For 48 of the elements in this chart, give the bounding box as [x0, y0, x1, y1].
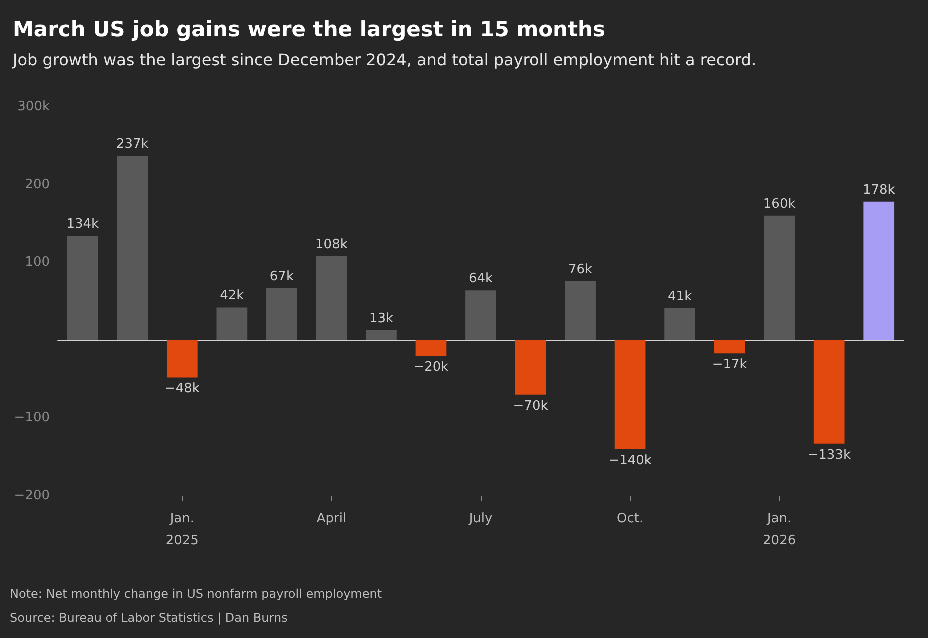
- chart-title: March US job gains were the largest in 15 months: [13, 18, 606, 42]
- bar: [67, 236, 98, 340]
- data-label: 134k: [66, 217, 100, 232]
- data-label: 67k: [270, 269, 294, 284]
- x-tick-label: April: [316, 512, 347, 526]
- bar: [366, 330, 397, 340]
- data-label: 76k: [568, 262, 594, 278]
- data-label: 178k: [862, 182, 896, 198]
- x-tick-label: Jan. 2026: [763, 512, 796, 548]
- data-label: 108k: [316, 237, 348, 252]
- bar: [515, 340, 546, 395]
- data-label: −20k: [414, 360, 450, 375]
- bar: [864, 202, 895, 340]
- data-label: −70k: [513, 398, 549, 414]
- data-label: −48k: [164, 382, 200, 397]
- x-tick-label: Jan. 2025: [166, 512, 199, 548]
- data-label: −140k: [608, 453, 652, 468]
- x-tick-label: Oct.: [616, 512, 644, 526]
- bar: [216, 308, 248, 340]
- x-tick-label: July: [468, 512, 493, 526]
- bar: [316, 256, 348, 340]
- bar: [117, 156, 148, 340]
- data-label: 41k: [668, 290, 693, 304]
- data-label: 160k: [763, 196, 796, 212]
- y-tick-label: −100: [14, 410, 50, 426]
- data-label: 13k: [369, 311, 394, 326]
- bar: [764, 216, 796, 340]
- bar: [614, 340, 646, 450]
- data-label: 64k: [468, 272, 494, 287]
- bar: [664, 308, 696, 340]
- bar: [266, 288, 298, 340]
- data-label: −17k: [712, 358, 748, 373]
- y-tick-label: −200: [14, 488, 50, 504]
- bar: [166, 340, 198, 378]
- bar: [466, 290, 496, 340]
- y-tick-label: 100: [25, 255, 50, 270]
- text: Note: Net monthly change in US nonfarm payroll employment: [10, 587, 382, 601]
- bar: [814, 340, 845, 444]
- bar: [714, 340, 746, 354]
- data-label: −133k: [808, 448, 852, 463]
- chart-subtitle: Job growth was the largest since December 2024, and total payroll employment hit a record.: [12, 50, 757, 70]
- y-tick-label: 300k: [18, 100, 50, 114]
- y-tick-label: 200: [25, 177, 50, 192]
- source-note: Source: Bureau of Labor Statistics | Dan Burns: [10, 611, 288, 625]
- data-label: 237k: [116, 137, 150, 152]
- data-label: 42k: [220, 288, 245, 304]
- bar: [565, 281, 596, 340]
- bar: [416, 340, 447, 356]
